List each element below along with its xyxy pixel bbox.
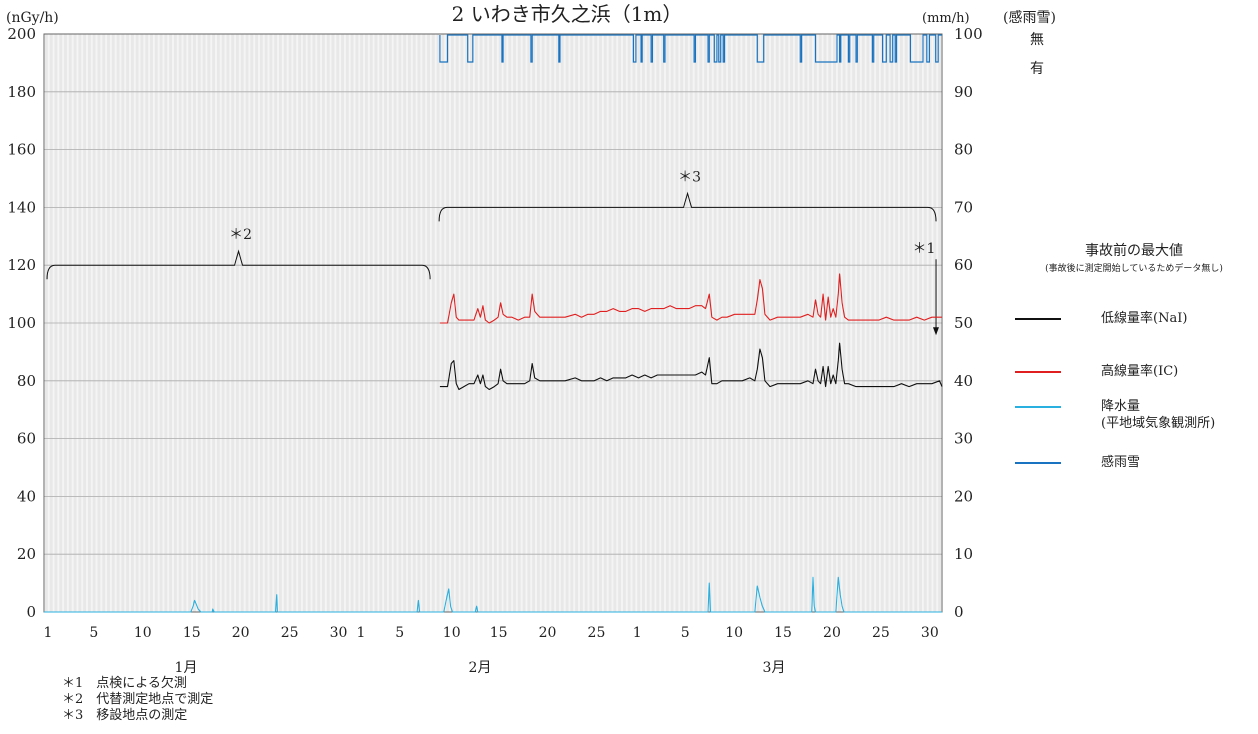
x-tick-label: 25 [588, 625, 606, 641]
annotation-label: ＊1 [913, 241, 936, 257]
legend-label: 感雨雪 [1101, 455, 1141, 470]
x-tick-label: 15 [183, 625, 201, 641]
y-right-tick-label: 10 [954, 545, 973, 563]
y-left-tick-label: 120 [7, 256, 36, 274]
y-left-tick-label: 180 [7, 83, 36, 101]
y-left-tick-label: 140 [7, 198, 36, 216]
legend-swatch [1015, 371, 1061, 373]
rain-snow-unit: (感雨雪) [1003, 9, 1056, 26]
y-left-tick-label: 60 [17, 430, 36, 448]
y-left-tick-label: 160 [7, 141, 36, 159]
y-right-tick-label: 70 [954, 198, 973, 216]
footnote: ＊2 代替測定地点で測定 [62, 692, 214, 707]
y-right-tick-label: 30 [954, 430, 973, 448]
x-tick-label: 20 [539, 625, 557, 641]
legend-subtitle: (事故後に測定開始しているためデータ無し) [1045, 264, 1223, 274]
footnote: ＊3 移設地点の測定 [62, 708, 188, 723]
y-right-tick-label: 20 [954, 487, 973, 505]
y-right-tick-label: 0 [954, 603, 964, 621]
series-line [439, 273, 942, 324]
y-right-tick-label: 80 [954, 141, 973, 159]
x-tick-label: 25 [281, 625, 299, 641]
y-right-tick-label: 50 [954, 314, 973, 332]
annotation-label: ＊2 [229, 227, 252, 243]
legend-swatch [1015, 462, 1061, 464]
month-label: 2月 [469, 660, 492, 676]
x-tick-label: 5 [89, 625, 98, 641]
annotation-label: ＊3 [678, 169, 701, 185]
series-line-rain-snow [439, 34, 942, 63]
month-label: 3月 [763, 660, 786, 676]
x-tick-label: 15 [774, 625, 792, 641]
y-left-tick-label: 40 [17, 487, 36, 505]
y-left-tick-label: 100 [7, 314, 36, 332]
x-tick-label: 30 [921, 625, 939, 641]
series-line [439, 342, 943, 391]
legend-swatch [1015, 318, 1061, 320]
annotation-arrow-head [933, 327, 939, 336]
rain-snow-label-yes: 有 [1030, 61, 1044, 77]
y-left-tick-label: 80 [17, 372, 36, 390]
legend-label: 降水量 (平地域気象観測所) [1101, 399, 1216, 431]
x-tick-label: 10 [443, 625, 461, 641]
y-right-tick-label: 40 [954, 372, 973, 390]
x-tick-label: 20 [823, 625, 841, 641]
x-tick-label: 25 [872, 625, 890, 641]
x-tick-label: 5 [681, 625, 690, 641]
legend-title: 事故前の最大値 [1085, 243, 1183, 259]
legend: 事故前の最大値 (事故後に測定開始しているためデータ無し) 低線量率(NaI) 高… [1010, 240, 1258, 470]
x-tick-label: 5 [395, 625, 404, 641]
y-left-tick-label: 0 [26, 603, 36, 621]
y-right-tick-label: 60 [954, 256, 973, 274]
x-tick-label: 1 [633, 625, 642, 641]
x-tick-label: 15 [490, 625, 508, 641]
legend-swatch [1015, 406, 1061, 408]
legend-label: 低線量率(NaI) [1101, 311, 1188, 326]
month-label: 1月 [175, 660, 198, 676]
y-left-tick-label: 200 [7, 25, 36, 43]
x-tick-label: 1 [44, 625, 53, 641]
footnotes: ＊1 点検による欠測 ＊2 代替測定地点で測定 ＊3 移設地点の測定 [62, 676, 213, 724]
series-line [44, 576, 942, 613]
x-tick-label: 10 [134, 625, 152, 641]
x-tick-label: 20 [232, 625, 250, 641]
x-tick-label: 1 [357, 625, 366, 641]
y-right-unit: (mm/h) [922, 11, 970, 26]
y-right-tick-label: 100 [954, 25, 983, 43]
annotation-brace [46, 249, 431, 280]
y-left-unit: (nGy/h) [6, 10, 59, 26]
rain-snow-label-no: 無 [1030, 32, 1044, 48]
annotation-brace [438, 191, 937, 222]
legend-label: 高線量率(IC) [1101, 364, 1179, 379]
chart-title: 2 いわき市久之浜（1m） [452, 2, 683, 26]
y-left-tick-label: 20 [17, 545, 36, 563]
y-right-tick-label: 90 [954, 83, 973, 101]
x-tick-label: 30 [330, 625, 348, 641]
x-tick-label: 10 [725, 625, 743, 641]
footnote: ＊1 点検による欠測 [62, 676, 187, 691]
